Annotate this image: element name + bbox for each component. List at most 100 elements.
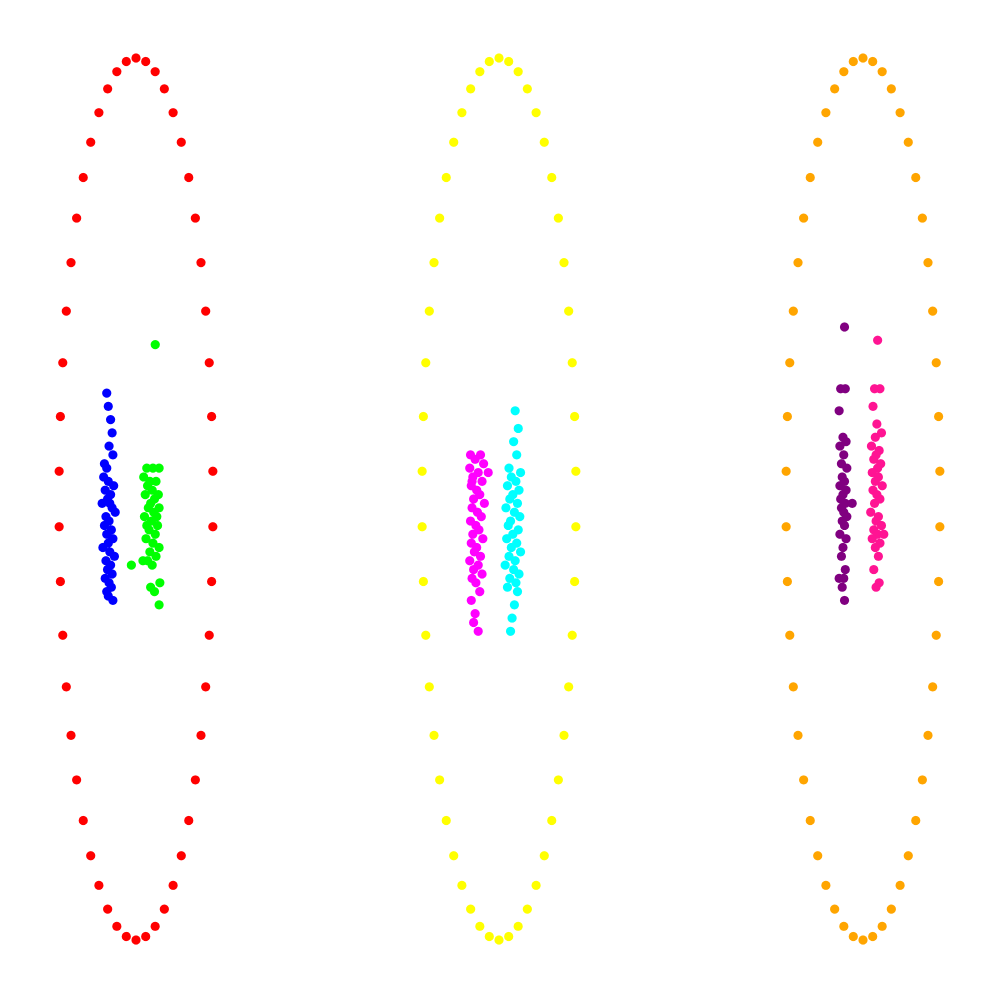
ring-point bbox=[494, 935, 504, 945]
ring-point bbox=[103, 904, 113, 914]
cluster-a-point bbox=[468, 494, 479, 504]
ring-point bbox=[567, 630, 577, 640]
ring-point bbox=[457, 108, 467, 118]
series-cluster-b bbox=[126, 340, 165, 610]
cluster-b-point bbox=[126, 560, 136, 570]
ring-point bbox=[150, 921, 160, 931]
ring-point bbox=[94, 880, 104, 890]
ring-point bbox=[54, 522, 64, 532]
ring-point bbox=[441, 172, 451, 183]
cluster-b-point bbox=[868, 401, 878, 411]
cluster-a-point bbox=[104, 441, 114, 451]
cluster-a-point bbox=[483, 467, 493, 478]
ring-point bbox=[805, 815, 815, 826]
ring-point bbox=[61, 306, 71, 316]
ring-point bbox=[204, 358, 214, 368]
ring-point bbox=[813, 851, 823, 861]
cluster-b-point bbox=[140, 489, 150, 500]
ring-point bbox=[886, 84, 896, 94]
cluster-a-point bbox=[107, 428, 117, 438]
series-cluster-a bbox=[465, 450, 493, 636]
ring-point bbox=[55, 411, 65, 422]
ring-point bbox=[793, 258, 803, 268]
ring-point bbox=[94, 108, 104, 118]
ring-point bbox=[559, 258, 569, 268]
cluster-a-point bbox=[110, 507, 120, 517]
cluster-b-point bbox=[869, 564, 879, 575]
cluster-a-point bbox=[839, 595, 850, 606]
cluster-b-point bbox=[138, 556, 148, 566]
cluster-a-point bbox=[107, 569, 117, 579]
ring-point bbox=[903, 851, 913, 861]
ring-point bbox=[877, 67, 887, 77]
cluster-b-point bbox=[510, 556, 520, 566]
ring-point bbox=[539, 851, 549, 861]
ring-point bbox=[931, 630, 941, 640]
ring-point bbox=[159, 904, 169, 914]
series-ring bbox=[417, 53, 581, 945]
cluster-b-point bbox=[511, 578, 521, 588]
cluster-a-point bbox=[97, 498, 107, 509]
ring-point bbox=[429, 730, 439, 740]
cluster-b-point bbox=[870, 432, 880, 442]
ring-point bbox=[504, 56, 514, 67]
ring-point bbox=[475, 67, 485, 77]
ring-point bbox=[66, 730, 76, 740]
series-cluster-a bbox=[834, 322, 857, 606]
ring-point bbox=[168, 880, 178, 890]
ring-point bbox=[571, 466, 581, 476]
ring-point bbox=[928, 306, 938, 316]
cluster-b-point bbox=[870, 542, 880, 553]
ring-point bbox=[917, 213, 927, 223]
cluster-b-point bbox=[502, 534, 512, 544]
ring-point bbox=[201, 306, 211, 316]
cluster-b-point bbox=[515, 467, 526, 478]
ring-point bbox=[564, 682, 574, 692]
cluster-a-point bbox=[842, 463, 852, 473]
cluster-a-point bbox=[470, 609, 480, 619]
cluster-a-point bbox=[468, 564, 479, 575]
cluster-b-point bbox=[509, 437, 519, 447]
ring-point bbox=[72, 775, 82, 785]
ring-point bbox=[821, 108, 831, 118]
series-ring bbox=[781, 53, 945, 945]
ring-point bbox=[830, 904, 840, 914]
ring-point bbox=[531, 108, 541, 118]
cluster-b-point bbox=[866, 441, 877, 451]
cluster-b-point bbox=[515, 512, 525, 522]
ring-point bbox=[141, 931, 151, 942]
ring-point bbox=[207, 576, 217, 587]
cluster-a-point bbox=[466, 595, 476, 606]
cluster-b-point bbox=[877, 481, 887, 491]
ring-point bbox=[559, 730, 569, 740]
cluster-a-point bbox=[839, 520, 850, 531]
ring-point bbox=[553, 775, 563, 785]
cluster-b-point bbox=[509, 600, 519, 610]
cluster-b-point bbox=[150, 529, 160, 539]
cluster-b-point bbox=[871, 582, 881, 592]
cluster-b-point bbox=[505, 494, 515, 504]
ring-point bbox=[868, 56, 878, 67]
series-ring bbox=[54, 53, 218, 945]
ring-point bbox=[66, 258, 76, 268]
ring-point bbox=[86, 137, 96, 147]
ring-point bbox=[421, 358, 431, 368]
ring-point bbox=[55, 576, 65, 587]
cluster-a-point bbox=[108, 450, 118, 460]
cluster-a-point bbox=[476, 512, 486, 522]
cluster-a-point bbox=[468, 617, 479, 628]
ring-point bbox=[934, 411, 944, 422]
ring-point bbox=[539, 137, 549, 147]
ring-point bbox=[531, 880, 541, 890]
cluster-a-point bbox=[840, 384, 850, 394]
cluster-a-point bbox=[477, 476, 487, 486]
ring-point bbox=[208, 522, 218, 532]
ring-point bbox=[417, 522, 427, 532]
ring-point bbox=[168, 108, 178, 118]
cluster-b-point bbox=[146, 582, 156, 592]
ring-point bbox=[923, 730, 933, 740]
cluster-b-point bbox=[150, 340, 160, 350]
cluster-a-point bbox=[834, 406, 844, 416]
ring-point bbox=[78, 815, 88, 826]
ring-point bbox=[421, 630, 431, 640]
